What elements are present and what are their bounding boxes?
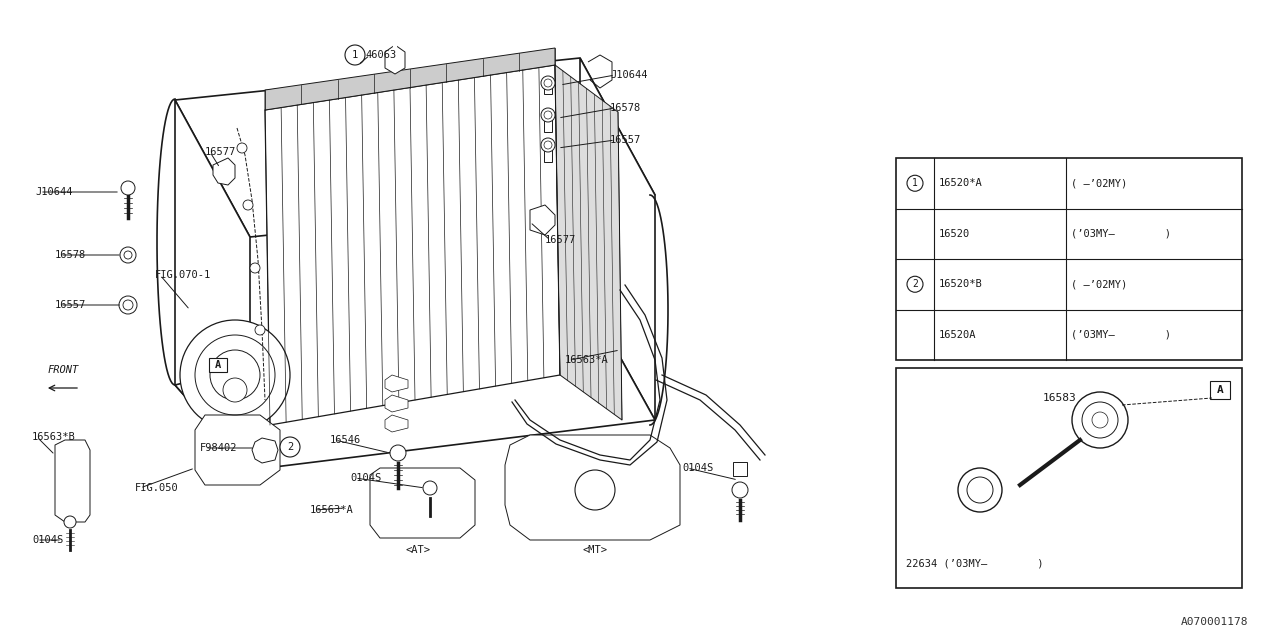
Bar: [209, 358, 227, 372]
Circle shape: [541, 108, 556, 122]
Text: <AT>: <AT>: [406, 545, 430, 555]
Polygon shape: [580, 58, 655, 420]
Text: J10644: J10644: [35, 187, 73, 197]
Text: FRONT: FRONT: [47, 365, 78, 375]
Text: A: A: [215, 360, 221, 370]
Text: 1: 1: [913, 179, 918, 188]
Polygon shape: [385, 45, 404, 74]
Text: 16520A: 16520A: [940, 330, 977, 340]
Circle shape: [1073, 392, 1128, 448]
Circle shape: [64, 516, 76, 528]
Circle shape: [250, 263, 260, 273]
Text: ( –’02MY): ( –’02MY): [1071, 279, 1128, 289]
Bar: [1210, 381, 1230, 399]
Text: 2: 2: [913, 279, 918, 289]
Polygon shape: [175, 100, 250, 470]
Text: 16520: 16520: [940, 228, 970, 239]
Text: 16583: 16583: [1043, 393, 1076, 403]
Circle shape: [223, 378, 247, 402]
Text: FIG.050: FIG.050: [134, 483, 179, 493]
Circle shape: [119, 296, 137, 314]
Bar: [544, 144, 552, 162]
Text: 16578: 16578: [55, 250, 86, 260]
Text: (’03MY–        ): (’03MY– ): [1071, 330, 1171, 340]
Circle shape: [541, 76, 556, 90]
Circle shape: [280, 437, 300, 457]
Circle shape: [180, 320, 291, 430]
Bar: [544, 78, 552, 94]
Text: 22634 (’03MY–        ): 22634 (’03MY– ): [906, 558, 1043, 568]
Text: 0104S: 0104S: [682, 463, 713, 473]
Circle shape: [908, 276, 923, 292]
Text: 16520*A: 16520*A: [940, 179, 983, 188]
Circle shape: [255, 325, 265, 335]
Polygon shape: [195, 415, 280, 485]
Polygon shape: [370, 468, 475, 538]
Text: 16557: 16557: [55, 300, 86, 310]
Text: 16577: 16577: [545, 235, 576, 245]
Polygon shape: [175, 285, 655, 470]
Circle shape: [120, 247, 136, 263]
Circle shape: [243, 200, 253, 210]
Bar: [733, 462, 748, 476]
Polygon shape: [175, 58, 655, 237]
Circle shape: [908, 175, 923, 191]
Text: FIG.070-1: FIG.070-1: [155, 270, 211, 280]
Text: 2: 2: [287, 442, 293, 452]
Text: ( –’02MY): ( –’02MY): [1071, 179, 1128, 188]
Text: 16557: 16557: [611, 135, 641, 145]
Text: A: A: [1216, 385, 1224, 395]
Polygon shape: [506, 435, 680, 540]
Text: J10644: J10644: [611, 70, 648, 80]
Bar: [896, 368, 1242, 588]
Circle shape: [390, 445, 406, 461]
Bar: [544, 114, 552, 132]
Circle shape: [122, 181, 134, 195]
Circle shape: [541, 138, 556, 152]
Text: 16563*A: 16563*A: [564, 355, 609, 365]
Text: A070001178: A070001178: [1180, 617, 1248, 627]
Text: <MT>: <MT>: [582, 545, 608, 555]
Text: 1: 1: [352, 50, 358, 60]
Polygon shape: [556, 65, 622, 420]
Text: 46063: 46063: [365, 50, 397, 60]
Polygon shape: [252, 438, 278, 463]
Circle shape: [957, 468, 1002, 512]
Bar: [896, 158, 1242, 360]
Text: (’03MY–        ): (’03MY– ): [1071, 228, 1171, 239]
Polygon shape: [55, 440, 90, 522]
Text: 16563*A: 16563*A: [310, 505, 353, 515]
Circle shape: [732, 482, 748, 498]
Circle shape: [422, 481, 436, 495]
Text: 16578: 16578: [611, 103, 641, 113]
Text: 16563*B: 16563*B: [32, 432, 76, 442]
Polygon shape: [265, 65, 561, 425]
Circle shape: [346, 45, 365, 65]
Text: 0104S: 0104S: [349, 473, 381, 483]
Polygon shape: [385, 415, 408, 432]
Text: F98402: F98402: [200, 443, 238, 453]
Polygon shape: [385, 395, 408, 412]
Circle shape: [237, 143, 247, 153]
Polygon shape: [212, 158, 236, 185]
Text: 16577: 16577: [205, 147, 237, 157]
Polygon shape: [530, 205, 556, 235]
Polygon shape: [385, 375, 408, 392]
Text: 0104S: 0104S: [32, 535, 63, 545]
Text: 16520*B: 16520*B: [940, 279, 983, 289]
Text: 16546: 16546: [330, 435, 361, 445]
Polygon shape: [265, 48, 556, 110]
